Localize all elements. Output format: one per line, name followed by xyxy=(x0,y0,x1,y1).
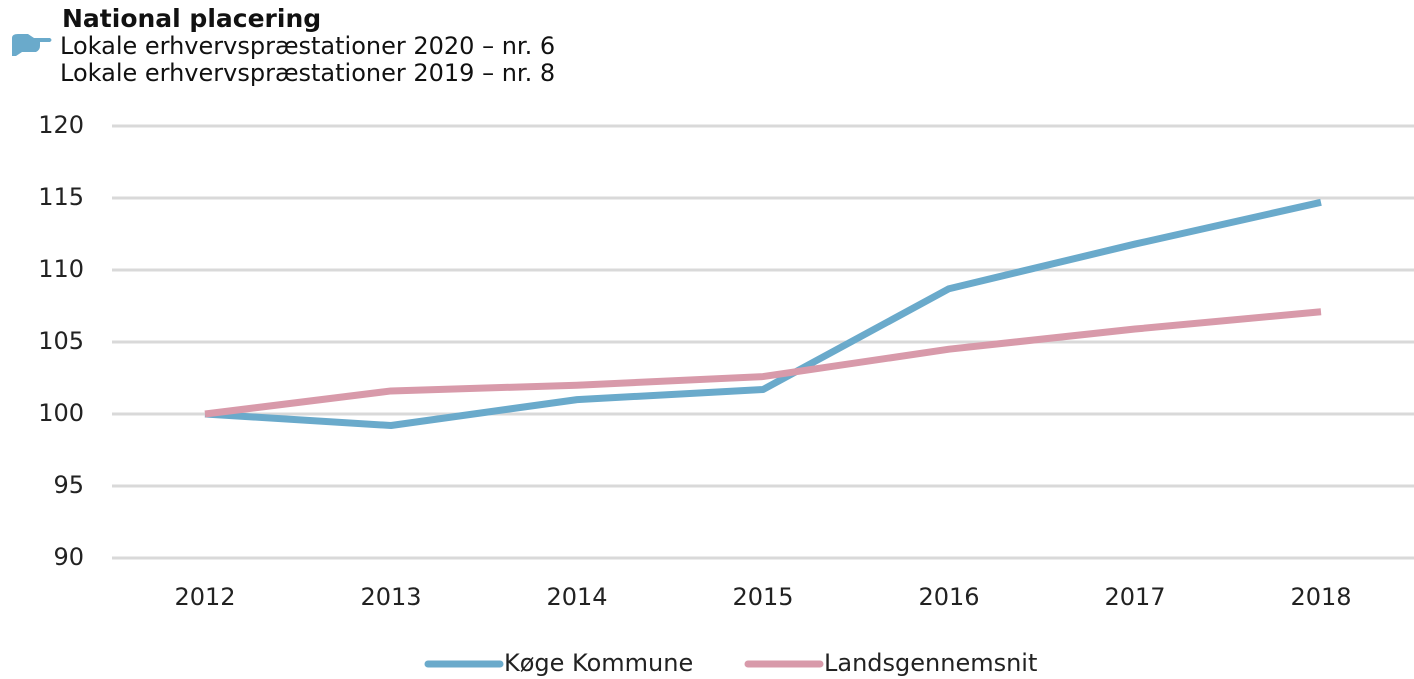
x-tick-label: 2017 xyxy=(1104,583,1165,611)
y-tick-label: 120 xyxy=(38,111,84,139)
pointer-icon xyxy=(12,34,52,56)
y-tick-label: 115 xyxy=(38,183,84,211)
y-tick-label: 100 xyxy=(38,399,84,427)
chart-title: National placering xyxy=(62,4,321,33)
x-tick-label: 2015 xyxy=(732,583,793,611)
line-series xyxy=(204,198,1322,430)
subtitle: Lokale erhvervspræstationer 2020 – nr. 6 xyxy=(60,32,555,60)
subtitle: Lokale erhvervspræstationer 2019 – nr. 8 xyxy=(60,59,555,87)
x-tick-label: 2016 xyxy=(918,583,979,611)
y-tick-label: 90 xyxy=(53,543,84,571)
y-tick-label: 105 xyxy=(38,327,84,355)
x-tick-label: 2018 xyxy=(1290,583,1351,611)
line-series xyxy=(204,308,1322,418)
x-tick-label: 2014 xyxy=(546,583,607,611)
x-tick-label: 2013 xyxy=(360,583,421,611)
legend-label: Landsgennemsnit xyxy=(824,649,1037,677)
legend-label: Køge Kommune xyxy=(504,649,693,677)
y-tick-label: 110 xyxy=(38,255,84,283)
x-tick-label: 2012 xyxy=(174,583,235,611)
y-tick-label: 95 xyxy=(53,471,84,499)
